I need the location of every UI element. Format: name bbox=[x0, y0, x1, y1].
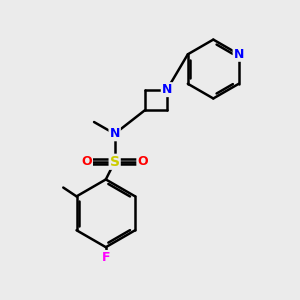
Text: S: S bbox=[110, 155, 120, 169]
Text: O: O bbox=[137, 155, 148, 168]
Text: N: N bbox=[162, 83, 172, 96]
Text: F: F bbox=[102, 251, 110, 264]
Text: N: N bbox=[234, 48, 244, 61]
Text: O: O bbox=[81, 155, 92, 168]
Text: N: N bbox=[110, 127, 120, 140]
